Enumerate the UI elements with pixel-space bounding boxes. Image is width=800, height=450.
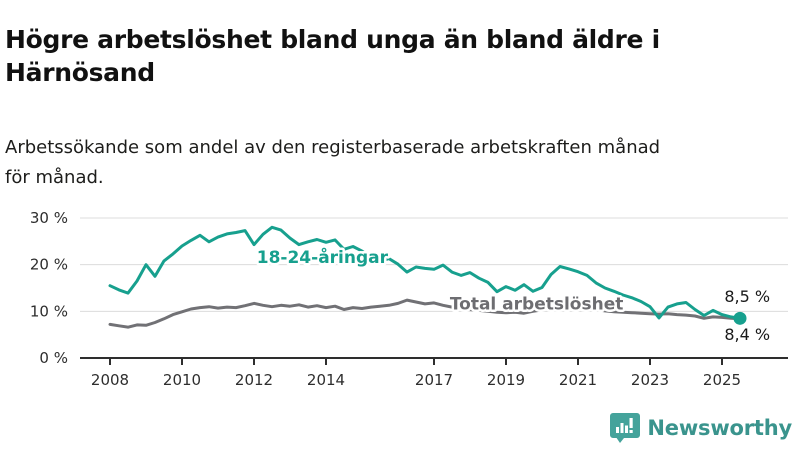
series-line-total-arbetsl-shet xyxy=(108,298,742,329)
x-tick-label: 2019 xyxy=(487,371,525,389)
logo-bars xyxy=(616,418,634,433)
page-title-line2: Härnösand xyxy=(5,57,155,87)
x-axis: 2008 2010 2012 2014 2017 2019 2021 2023 2025 xyxy=(91,358,741,389)
x-tick-label: 2014 xyxy=(307,371,345,389)
x-tick-label: 2021 xyxy=(559,371,597,389)
page-title-line1: Högre arbetslöshet bland unga än bland ä… xyxy=(5,24,660,54)
end-value-label: 8,4 % xyxy=(724,325,770,344)
y-tick-label: 10 % xyxy=(30,302,68,320)
newsworthy-logo-icon xyxy=(610,413,641,443)
x-tick-label: 2017 xyxy=(415,371,453,389)
y-gridlines: 30 % 20 % 10 % 0 % xyxy=(30,209,788,367)
x-tick-label: 2012 xyxy=(235,371,273,389)
chart-subtitle: Arbetssökande som andel av den registerb… xyxy=(5,133,797,193)
x-tick-label: 2025 xyxy=(703,371,741,389)
series-inline-label: Total arbetslöshet xyxy=(450,294,624,314)
page-title: Högre arbetslöshet bland unga än bland ä… xyxy=(5,23,797,89)
y-tick-label: 30 % xyxy=(30,209,68,227)
y-tick-label: 0 % xyxy=(39,349,68,367)
y-tick-label: 20 % xyxy=(30,256,68,274)
x-tick-label: 2008 xyxy=(91,371,129,389)
brand-name: Newsworthy xyxy=(647,416,792,440)
end-value-label: 8,5 % xyxy=(724,287,770,306)
chart-subtitle-line1: Arbetssökande som andel av den registerb… xyxy=(5,137,661,158)
series-line-18-24-ringar xyxy=(108,225,742,320)
x-tick-label: 2010 xyxy=(163,371,201,389)
chart-subtitle-line2: för månad. xyxy=(5,167,104,188)
x-tick-label: 2023 xyxy=(631,371,669,389)
series-end-dot xyxy=(733,311,747,325)
brand-footer[interactable]: Newsworthy xyxy=(610,410,792,446)
series-inline-label: 18-24-åringar xyxy=(257,246,389,268)
